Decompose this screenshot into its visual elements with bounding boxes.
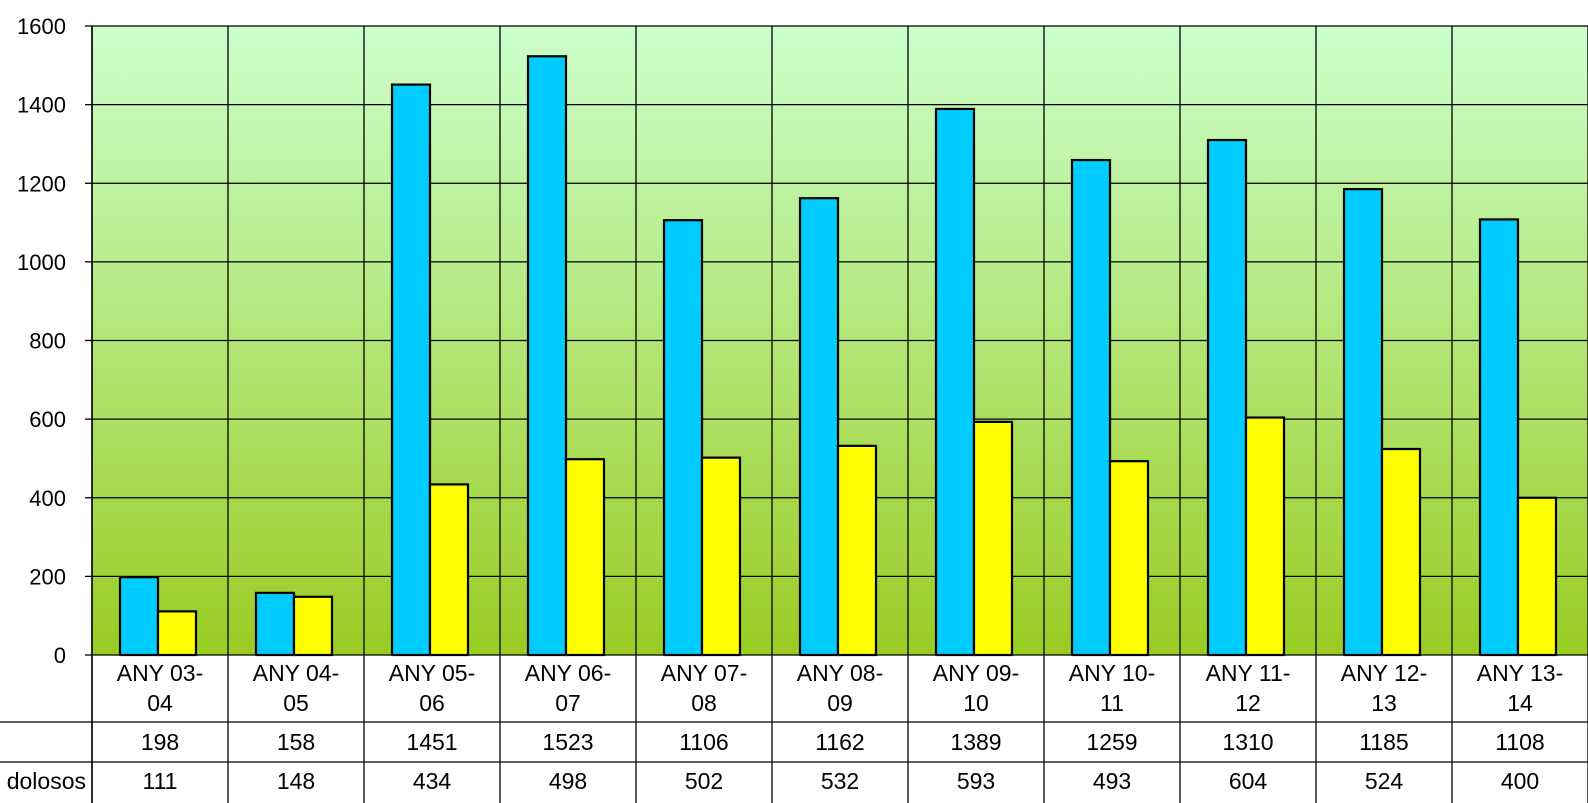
data-label: 1451: [406, 729, 457, 755]
bar-series-0-4: [662, 219, 704, 657]
x-tick-label: ANY 11-12: [1206, 660, 1291, 716]
y-tick-label: 0: [54, 643, 66, 668]
data-label: 593: [957, 768, 995, 794]
bar-series-0-7: [1070, 158, 1112, 657]
data-label: 1106: [679, 729, 728, 755]
data-label: 148: [277, 768, 315, 794]
x-tick-label: ANY 10-11: [1069, 660, 1156, 716]
bars: [118, 55, 1558, 657]
data-label: 498: [549, 768, 587, 794]
data-label: 493: [1093, 768, 1131, 794]
y-tick-label: 1000: [17, 250, 66, 275]
y-tick-label: 400: [29, 486, 66, 511]
data-label: 1162: [815, 729, 864, 755]
data-table: ANY 03-04 ANY 04-05 ANY 05-06 ANY 06-07 ANY …: [0, 660, 1588, 794]
bar-series-0-6: [934, 107, 976, 657]
y-tick-label: 600: [29, 407, 66, 432]
data-label: 1310: [1222, 729, 1273, 755]
bar-series-1-3: [564, 458, 606, 657]
bar-series-1-0: [156, 610, 198, 657]
bar-series-0-8: [1206, 138, 1248, 657]
data-label: 1523: [542, 729, 593, 755]
x-tick-label: ANY 04-05: [253, 660, 340, 716]
bar-series-1-7: [1108, 460, 1150, 657]
data-label: 111: [143, 768, 178, 794]
y-tick-label: 800: [29, 329, 66, 354]
data-label: 1185: [1359, 729, 1408, 755]
data-label: 532: [821, 768, 859, 794]
y-tick-label: 1600: [17, 14, 66, 39]
bar-series-1-5: [836, 444, 878, 657]
bar-series-1-6: [972, 420, 1014, 657]
x-tick-label: ANY 03-04: [117, 660, 204, 716]
y-tick-label: 200: [29, 564, 66, 589]
data-label: 1259: [1086, 729, 1137, 755]
x-tick-label: ANY 05-06: [389, 660, 476, 716]
y-axis: 0 200 400 600 800 1000 1200 1400 1600: [17, 14, 93, 803]
legend-entry: dolosos: [7, 768, 86, 794]
data-label: 400: [1501, 768, 1539, 794]
data-label: 1108: [1495, 729, 1544, 755]
data-label: 198: [141, 729, 179, 755]
bar-series-1-4: [700, 456, 742, 657]
x-tick-label: ANY 08-09: [797, 660, 884, 716]
y-tick-label: 1200: [17, 171, 66, 196]
y-tick-label: 1400: [17, 93, 66, 118]
bar-series-1-9: [1380, 447, 1422, 657]
x-tick-label: ANY 13-14: [1477, 660, 1564, 716]
bar-series-1-8: [1244, 416, 1286, 657]
bar-series-1-10: [1516, 496, 1558, 657]
x-tick-label: ANY 07-08: [661, 660, 748, 716]
data-label: 434: [413, 768, 452, 794]
bar-series-0-9: [1342, 188, 1384, 657]
bar-series-1-1: [292, 595, 334, 657]
bar-series-0-10: [1478, 218, 1520, 657]
data-label: 502: [685, 768, 723, 794]
data-label: 158: [277, 729, 315, 755]
x-tick-label: ANY 09-10: [933, 660, 1020, 716]
bar-series-1-2: [428, 483, 470, 657]
bar-series-0-0: [118, 576, 160, 657]
x-tick-label: ANY 06-07: [525, 660, 612, 716]
bar-series-0-2: [390, 83, 432, 657]
bar-series-0-1: [254, 591, 296, 657]
x-tick-label: ANY 12-13: [1341, 660, 1428, 716]
bar-series-0-5: [798, 197, 840, 657]
data-label: 1389: [950, 729, 1001, 755]
data-label: 604: [1229, 768, 1268, 794]
data-label: 524: [1365, 768, 1404, 794]
bar-series-0-3: [526, 55, 568, 657]
